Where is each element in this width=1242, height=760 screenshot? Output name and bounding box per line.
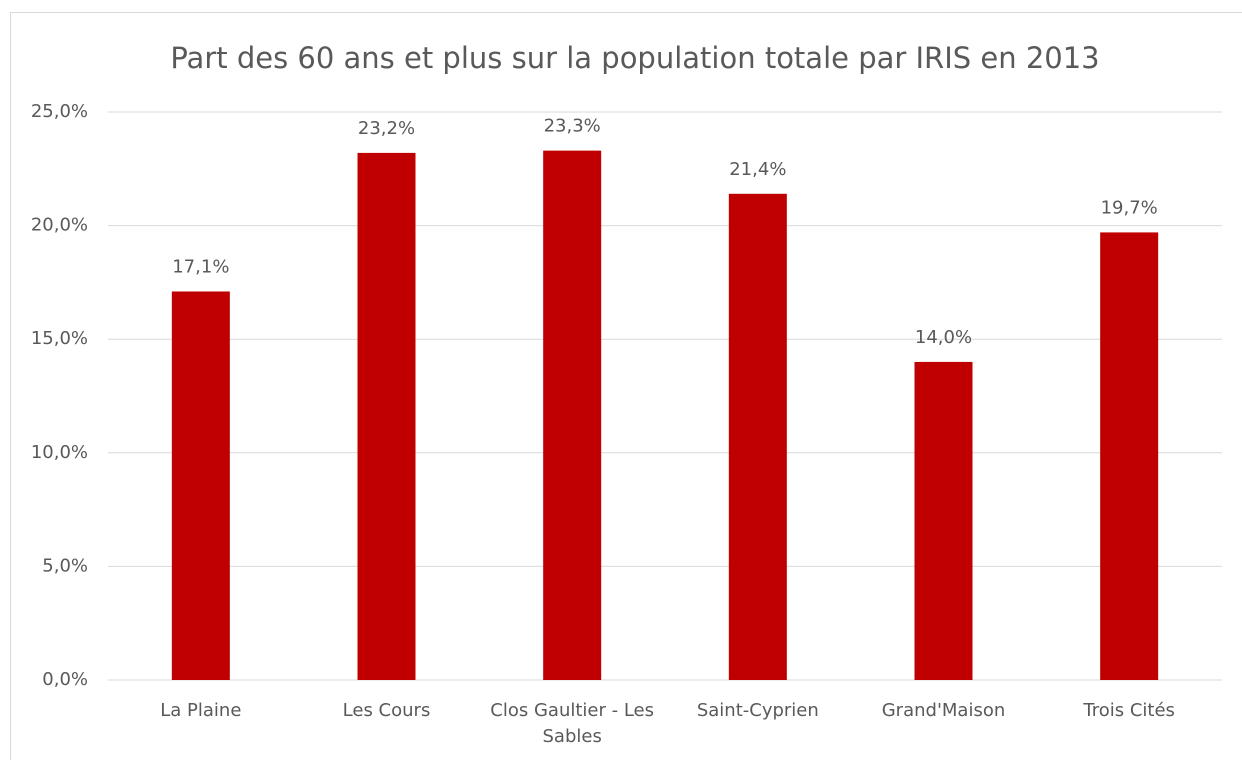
bar	[1100, 232, 1159, 680]
data-label: 21,4%	[729, 159, 786, 180]
y-tick-label: 0,0%	[42, 669, 88, 690]
y-tick-label: 5,0%	[42, 555, 88, 576]
x-tick-label: La Plaine	[160, 700, 242, 721]
x-tick-label: Trois Cités	[1083, 700, 1175, 721]
y-tick-label: 20,0%	[31, 215, 88, 236]
y-tick-label: 15,0%	[31, 328, 88, 349]
y-tick-label: 25,0%	[31, 101, 88, 122]
x-tick-label: Les Cours	[342, 700, 431, 721]
bar	[914, 361, 973, 680]
data-label: 14,0%	[915, 327, 972, 348]
bar	[543, 150, 602, 680]
data-label: 23,3%	[544, 116, 601, 137]
data-label: 17,1%	[172, 256, 229, 277]
x-tick-label: Clos Gaultier - Les Sables	[490, 700, 655, 747]
chart-title: Part des 60 ans et plus sur la populatio…	[170, 41, 1099, 75]
y-tick-label: 10,0%	[31, 442, 88, 463]
bar	[357, 152, 416, 680]
x-tick-label: Grand'Maison	[881, 700, 1006, 721]
bar	[728, 193, 787, 681]
bar	[171, 291, 230, 680]
x-tick-label: Saint-Cyprien	[696, 700, 819, 721]
data-label: 23,2%	[358, 118, 415, 139]
data-label: 19,7%	[1101, 197, 1158, 218]
chart-border	[10, 12, 1242, 760]
